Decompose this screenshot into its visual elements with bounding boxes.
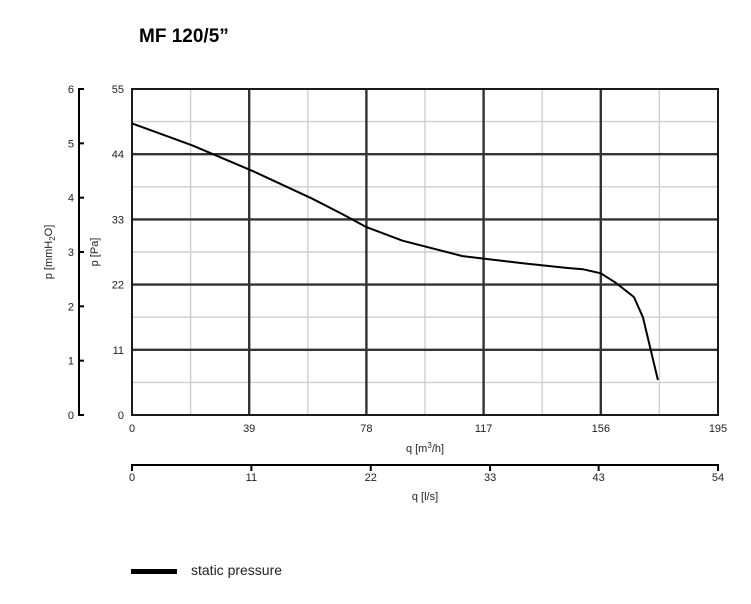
axis-label-x-ls: q [l/s] [412, 491, 438, 503]
tick-label-y-mmh2o: 4 [68, 193, 74, 205]
tick-label-x-m3h: 156 [592, 423, 610, 435]
major-grid [132, 89, 718, 415]
tick-label-x-m3h: 78 [360, 423, 372, 435]
tick-label-y-pa: 11 [113, 345, 124, 357]
tick-label-y-pa: 0 [118, 410, 124, 422]
tick-label-y-mmh2o: 2 [68, 301, 74, 313]
tick-label-x-ls: 0 [129, 472, 135, 484]
tick-label-x-ls: 22 [365, 472, 377, 484]
tick-label-y-pa: 44 [112, 149, 124, 161]
tick-label-y-pa: 55 [112, 84, 124, 96]
series-line-static-pressure [131, 122, 659, 381]
tick-label-x-ls: 11 [246, 472, 257, 484]
tick-label-y-pa: 22 [112, 280, 124, 292]
tick-label-y-mmh2o: 0 [68, 410, 74, 422]
tick-label-x-ls: 43 [593, 472, 605, 484]
tick-label-y-mmh2o: 6 [68, 84, 74, 96]
legend: static pressure [131, 562, 282, 578]
legend-label-static-pressure: static pressure [191, 562, 283, 578]
tick-label-x-m3h: 39 [243, 423, 255, 435]
chart-title: MF 120/5” [139, 26, 229, 47]
tick-label-y-pa: 33 [112, 214, 124, 226]
tick-label-x-m3h: 117 [475, 423, 493, 435]
tick-label-x-m3h: 0 [129, 423, 135, 435]
y-axis-mmh2o: 0 1 2 3 4 5 6 p [mmH2O] [43, 84, 84, 422]
tick-label-y-mmh2o: 3 [68, 247, 74, 259]
tick-label-x-ls: 54 [712, 472, 724, 484]
x-axis-ls: 0 11 22 33 43 54 q [l/s] [129, 464, 724, 503]
minor-grid [132, 89, 718, 415]
tick-label-y-mmh2o: 5 [68, 138, 74, 150]
plot-frame [131, 88, 719, 416]
axis-label-y-pa: p [Pa] [89, 238, 101, 267]
y-axis-pa: 0 11 22 33 44 55 p [Pa] [89, 84, 124, 422]
tick-label-y-mmh2o: 1 [68, 356, 74, 368]
series-layer [131, 122, 659, 381]
tick-label-x-ls: 33 [484, 472, 496, 484]
x-axis-m3h: 0 39 78 117 156 195 q [m3/h] [129, 423, 727, 455]
tick-label-x-m3h: 195 [709, 423, 727, 435]
axis-label-y-mmh2o: p [mmH2O] [43, 225, 57, 280]
legend-swatch-static-pressure [131, 568, 177, 574]
axis-label-x-m3h: q [m3/h] [406, 441, 444, 455]
